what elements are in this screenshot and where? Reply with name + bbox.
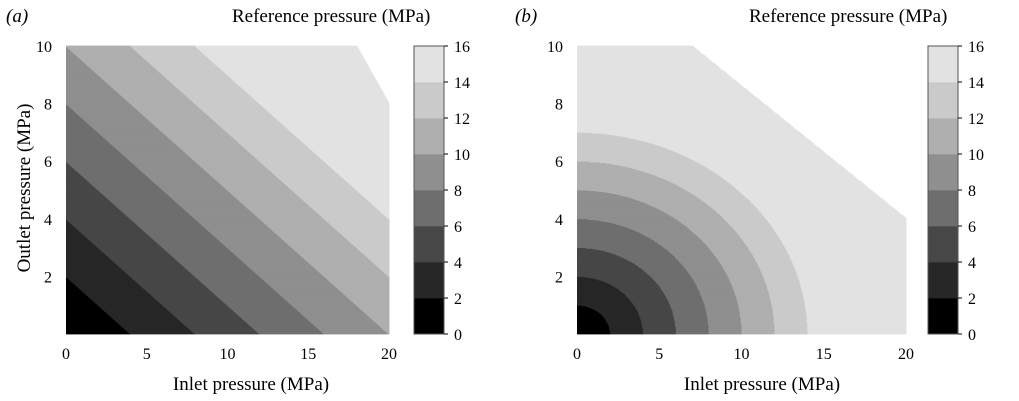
y-tick-label: 4 — [44, 212, 52, 229]
colorbar-swatch — [928, 190, 958, 227]
colorbar-tick-label: 16 — [454, 39, 470, 56]
x-axis-label: Inlet pressure (MPa) — [684, 374, 840, 395]
plot-area — [577, 45, 907, 335]
colorbar-swatch — [928, 82, 958, 119]
colorbar-swatch — [414, 154, 444, 191]
colorbar-swatch — [928, 46, 958, 83]
y-tick-label: 6 — [44, 154, 52, 171]
y-tick-label: 6 — [555, 154, 563, 171]
x-tick-label: 20 — [898, 346, 914, 363]
colorbar-tick-label: 8 — [454, 183, 462, 200]
heatmap-cell — [66, 45, 131, 48]
colorbar-swatch — [928, 262, 958, 299]
panel-label: (a) — [6, 6, 28, 27]
colorbar-tick-label: 10 — [968, 147, 984, 164]
x-tick-label: 10 — [734, 346, 750, 363]
colorbar-tick-label: 14 — [454, 75, 470, 92]
y-tick-label: 2 — [555, 269, 563, 286]
x-tick-label: 15 — [816, 346, 832, 363]
colorbar-tick-label: 10 — [454, 147, 470, 164]
x-tick-label: 5 — [143, 346, 151, 363]
colorbar-swatch — [414, 262, 444, 299]
x-tick-labels: 0 5 10 15 20 — [62, 346, 397, 363]
x-tick-label: 20 — [381, 346, 397, 363]
heatmap-cell — [195, 45, 358, 48]
y-tick-label: 8 — [555, 97, 563, 114]
colorbar-tick-label: 0 — [454, 327, 462, 344]
colorbar-swatch — [928, 298, 958, 335]
colorbar-tick-label: 6 — [968, 219, 976, 236]
colorbar-tick-label: 6 — [454, 219, 462, 236]
colorbar-tick-labels: 0 2 4 6 8 10 12 14 16 — [968, 39, 984, 344]
colorbar-swatch — [414, 82, 444, 119]
panel-b: (b) Reference pressure (MPa) 0 5 10 15 20 24… — [515, 6, 984, 395]
colorbar-tick-label: 16 — [968, 39, 984, 56]
x-tick-label: 15 — [300, 346, 316, 363]
x-tick-labels: 0 5 10 15 20 — [573, 346, 914, 363]
panel-a: (a) Reference pressure (MPa) 0 5 10 15 20 24… — [6, 6, 470, 395]
y-axis-label: Outlet pressure (MPa) — [14, 104, 35, 273]
y-tick-label: 4 — [555, 212, 563, 229]
y-tick-labels: 2 4 6 8 10 — [547, 39, 563, 286]
colorbar-swatch — [928, 118, 958, 155]
colorbar-tick-label: 14 — [968, 75, 984, 92]
chart-title: Reference pressure (MPa) — [749, 6, 947, 27]
colorbar-swatch — [414, 226, 444, 263]
x-tick-label: 0 — [62, 346, 70, 363]
colorbar-tick-label: 12 — [454, 111, 470, 128]
colorbar-swatch — [414, 190, 444, 227]
colorbar — [927, 45, 962, 335]
colorbar-swatch — [414, 46, 444, 83]
x-tick-label: 10 — [220, 346, 236, 363]
y-tick-labels: 2 4 6 8 10 — [36, 39, 52, 286]
chart-title: Reference pressure (MPa) — [232, 6, 430, 27]
colorbar-tick-label: 2 — [454, 291, 462, 308]
y-tick-label: 8 — [44, 97, 52, 114]
heatmap-cell — [130, 45, 196, 48]
plot-area — [66, 45, 390, 335]
colorbar-tick-label: 8 — [968, 183, 976, 200]
y-tick-label: 2 — [44, 269, 52, 286]
y-tick-label: 10 — [547, 39, 563, 56]
colorbar-tick-label: 4 — [454, 255, 462, 272]
x-tick-label: 5 — [655, 346, 663, 363]
colorbar-tick-label: 0 — [968, 327, 976, 344]
colorbar-swatch — [928, 226, 958, 263]
x-axis-label: Inlet pressure (MPa) — [173, 374, 329, 395]
panel-label: (b) — [515, 6, 537, 27]
colorbar-swatch — [928, 154, 958, 191]
heatmap-cell — [577, 45, 694, 48]
x-tick-label: 0 — [573, 346, 581, 363]
colorbar-swatch — [414, 118, 444, 155]
colorbar-tick-label: 2 — [968, 291, 976, 308]
colorbar-tick-label: 4 — [968, 255, 976, 272]
colorbar-tick-labels: 0 2 4 6 8 10 12 14 16 — [454, 39, 470, 344]
colorbar-swatch — [414, 298, 444, 335]
y-tick-label: 10 — [36, 39, 52, 56]
colorbar — [413, 45, 448, 335]
colorbar-tick-label: 12 — [968, 111, 984, 128]
